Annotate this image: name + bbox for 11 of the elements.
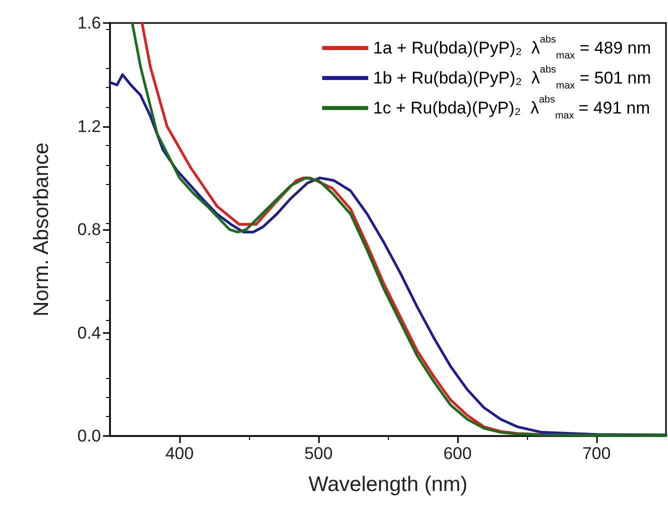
y-tick-label: 0.8 bbox=[77, 220, 101, 239]
y-tick-label: 1.6 bbox=[77, 14, 101, 32]
x-axis-title: Wavelength (nm) bbox=[308, 473, 468, 496]
y-tick-label: 0.4 bbox=[77, 323, 101, 342]
y-axis-title: Norm. Absorbance bbox=[30, 142, 53, 316]
x-tick-label: 600 bbox=[443, 444, 472, 463]
x-tick-label: 500 bbox=[304, 444, 333, 463]
x-tick-label: 400 bbox=[165, 444, 194, 463]
y-tick-label: 1.2 bbox=[77, 116, 101, 136]
y-tick-label: 0.0 bbox=[77, 426, 101, 446]
x-tick-label: 700 bbox=[582, 444, 611, 463]
